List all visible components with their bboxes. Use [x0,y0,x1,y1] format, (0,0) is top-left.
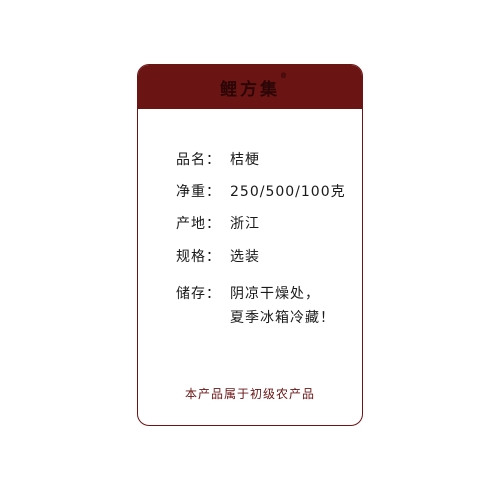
brand-name-text: 鲤方集 [220,79,280,100]
storage-value-line1: 阴凉干燥处， [230,286,320,302]
card-header: 鲤方集 ® [138,65,362,109]
net-weight-value: 250/500/100克 [230,184,346,200]
product-name-row: 品名： 桔梗 [176,149,260,169]
footer-note: 本产品属于初级农产品 [184,387,315,401]
storage-value-line2: 夏季冰箱冷藏！ [230,310,335,326]
origin-row: 产地： 浙江 [176,213,260,233]
storage-label: 储存： [176,286,221,302]
spec-label: 规格： [176,249,221,265]
spec-value: 选装 [230,249,260,265]
origin-label: 产地： [176,216,221,232]
origin-value: 浙江 [230,216,260,232]
brand-name: 鲤方集 ® [220,71,287,100]
product-name-value: 桔梗 [230,152,260,168]
net-weight-row: 净重： 250/500/100克 [176,181,346,201]
storage-row-continued: 夏季冰箱冷藏！ [176,307,335,327]
registered-mark: ® [280,70,287,80]
storage-row: 储存： 阴凉干燥处， [176,283,320,303]
net-weight-label: 净重： [176,184,221,200]
spec-row: 规格： 选装 [176,246,260,266]
product-label-card: 鲤方集 ® 品名： 桔梗 净重： 250/500/100克 产地： 浙江 规格： 选装 … [137,64,363,426]
product-name-label: 品名： [176,152,221,168]
